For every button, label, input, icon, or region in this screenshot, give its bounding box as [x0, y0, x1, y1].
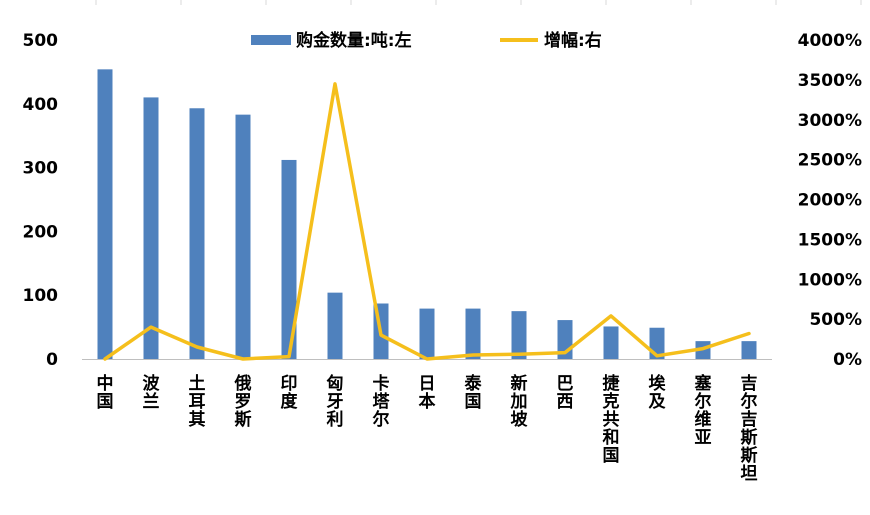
bar: [741, 341, 757, 359]
left-axis-tick-label: 300: [23, 159, 59, 179]
category-label: 波兰: [143, 373, 161, 412]
right-axis-tick-label: 1500%: [798, 230, 862, 250]
category-label: 俄罗斯: [234, 373, 252, 430]
legend-bar-swatch: [251, 35, 291, 45]
category-label: 新加坡: [510, 373, 528, 430]
bar: [189, 108, 205, 360]
right-axis-tick-label: 0%: [833, 350, 862, 370]
left-axis-tick-label: 100: [23, 286, 59, 306]
bar: [603, 326, 619, 359]
right-axis-tick-label: 3000%: [798, 111, 862, 131]
right-axis-tick-label: 4000%: [798, 31, 862, 51]
bar: [419, 308, 435, 359]
line-series: [103, 82, 751, 361]
category-label: 印度: [281, 374, 299, 412]
bar: [465, 308, 481, 359]
category-label: 泰国: [465, 373, 483, 412]
bar: [327, 292, 343, 359]
bar: [97, 69, 113, 360]
legend-bar-label: 购金数量:吨:左: [296, 30, 412, 51]
category-label: 埃及: [649, 373, 667, 412]
left-axis-tick-label: 0: [46, 350, 58, 370]
category-label: 匈牙利: [326, 373, 344, 430]
category-label: 中国: [97, 373, 114, 412]
left-axis-tick-label: 400: [23, 95, 59, 115]
category-label: 卡塔尔: [373, 373, 391, 430]
right-axis-tick-label: 3500%: [798, 71, 862, 91]
bar: [511, 311, 527, 359]
category-label: 塞尔维亚: [695, 373, 713, 448]
category-label: 日本: [419, 374, 436, 412]
bar: [281, 159, 297, 359]
category-label: 巴西: [557, 374, 574, 412]
category-label: 土耳其: [189, 373, 206, 430]
bar: [235, 114, 251, 359]
right-axis-tick-label: 500%: [809, 310, 862, 330]
left-axis-tick-label: 500: [23, 31, 59, 51]
right-axis-tick-label: 2500%: [798, 151, 862, 171]
right-axis-tick-label: 1000%: [798, 270, 862, 290]
left-axis-tick-label: 200: [23, 222, 59, 242]
right-axis-tick-label: 2000%: [798, 191, 862, 211]
bar: [143, 97, 159, 360]
category-label: 吉尔吉斯斯坦: [741, 374, 758, 484]
category-label: 捷克共和国: [603, 373, 621, 466]
legend-line-label: 增幅:右: [544, 30, 602, 51]
